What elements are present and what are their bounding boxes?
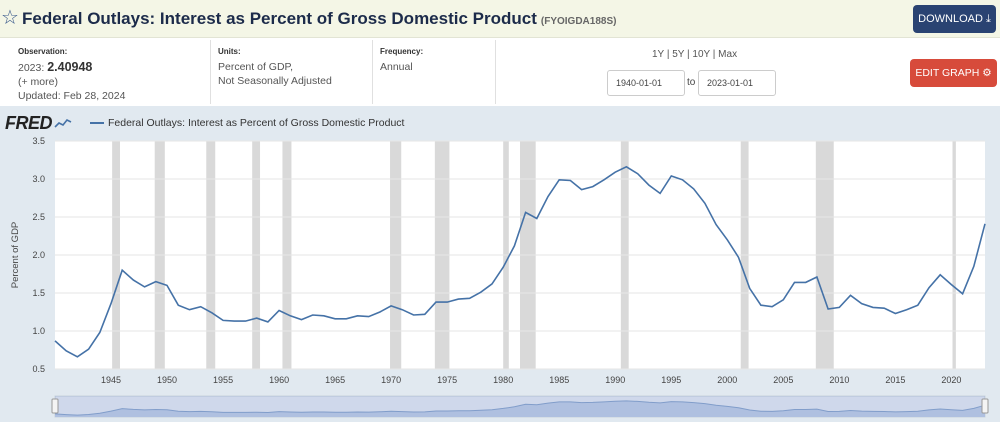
series-id: (FYOIGDA188S) <box>540 16 617 27</box>
navigator-handle[interactable] <box>51 398 59 414</box>
navigator-line <box>54 400 986 416</box>
navigator-handle[interactable] <box>981 398 989 414</box>
fred-logo[interactable]: FRED <box>5 113 72 134</box>
x-tick-label: 1960 <box>269 375 289 385</box>
x-tick-label: 1950 <box>157 375 177 385</box>
star-icon[interactable]: ☆ <box>1 7 19 29</box>
to-label: to <box>687 77 696 88</box>
range-links[interactable]: 1Y | 5Y | 10Y | Max <box>652 49 738 60</box>
page-title: Federal Outlays: Interest as Percent of … <box>22 9 616 29</box>
x-tick-label: 1995 <box>661 375 681 385</box>
end-date-input[interactable]: 2023-01-01 <box>698 70 776 96</box>
download-label: DOWNLOAD <box>918 13 983 25</box>
legend-swatch <box>90 122 104 125</box>
frequency-value: Annual <box>380 61 413 73</box>
x-tick-label: 2005 <box>773 375 793 385</box>
x-tick-label: 1975 <box>437 375 457 385</box>
series-line <box>54 165 986 358</box>
y-tick-label: 0.5 <box>32 364 45 374</box>
x-tick-label: 2020 <box>941 375 961 385</box>
y-tick-label: 2.0 <box>32 250 45 260</box>
x-tick-label: 1965 <box>325 375 345 385</box>
more-link[interactable]: (+ more) <box>18 76 58 88</box>
divider <box>210 40 211 104</box>
chart-legend: Federal Outlays: Interest as Percent of … <box>90 117 404 129</box>
frequency-label: Frequency: <box>380 47 424 56</box>
x-tick-label: 1945 <box>101 375 121 385</box>
edit-graph-button[interactable]: EDIT GRAPH ⚙ <box>910 59 997 87</box>
units-line2: Not Seasonally Adjusted <box>218 75 332 87</box>
y-axis-label: Percent of GDP <box>10 222 21 289</box>
title-text: Federal Outlays: Interest as Percent of … <box>22 9 537 28</box>
navigator-area <box>55 400 985 417</box>
x-tick-label: 1980 <box>493 375 513 385</box>
x-tick-label: 1970 <box>381 375 401 385</box>
start-date-input[interactable]: 1940-01-01 <box>607 70 685 96</box>
legend-label: Federal Outlays: Interest as Percent of … <box>108 117 405 129</box>
edit-graph-label: EDIT GRAPH <box>915 67 980 79</box>
download-icon: ⤓ <box>985 13 991 25</box>
x-tick-label: 1955 <box>213 375 233 385</box>
updated-text: Updated: Feb 28, 2024 <box>18 90 126 102</box>
frequency-block: Frequency: Annual <box>380 38 490 106</box>
x-tick-label: 2015 <box>885 375 905 385</box>
divider <box>372 40 373 104</box>
units-block: Units: Percent of GDP, Not Seasonally Ad… <box>218 38 368 106</box>
x-tick-label: 2010 <box>829 375 849 385</box>
observation-value: 2.40948 <box>47 60 93 74</box>
navigator-selection <box>55 396 985 417</box>
divider <box>495 40 496 104</box>
chart-svg: 0.5 1.0 1.5 2.0 2.5 3.0 3.5 1945 1950 1955 1960 196… <box>10 136 989 418</box>
y-tick-label: 1.5 <box>32 288 45 298</box>
title-bar <box>0 0 1000 38</box>
y-tick-label: 3.0 <box>32 174 45 184</box>
y-tick-label: 3.5 <box>32 136 45 146</box>
download-button[interactable]: DOWNLOAD ⤓ <box>913 5 996 33</box>
x-tick-label: 2000 <box>717 375 737 385</box>
observation-label: Observation: <box>18 47 68 56</box>
y-tick-label: 2.5 <box>32 212 45 222</box>
y-tick-label: 1.0 <box>32 326 45 336</box>
logo-chart-icon <box>54 118 72 128</box>
logo-text: FRED <box>5 113 53 133</box>
x-tick-label: 1985 <box>549 375 569 385</box>
units-label: Units: <box>218 47 241 56</box>
observation-block: Observation: 2023: 2.40948 (+ more) Upda… <box>18 38 208 106</box>
observation-value-line: 2023: 2.40948 <box>18 60 208 75</box>
observation-period: 2023: <box>18 62 45 74</box>
units-line1: Percent of GDP, <box>218 61 294 73</box>
x-tick-label: 1990 <box>605 375 625 385</box>
gear-icon: ⚙ <box>982 67 992 79</box>
